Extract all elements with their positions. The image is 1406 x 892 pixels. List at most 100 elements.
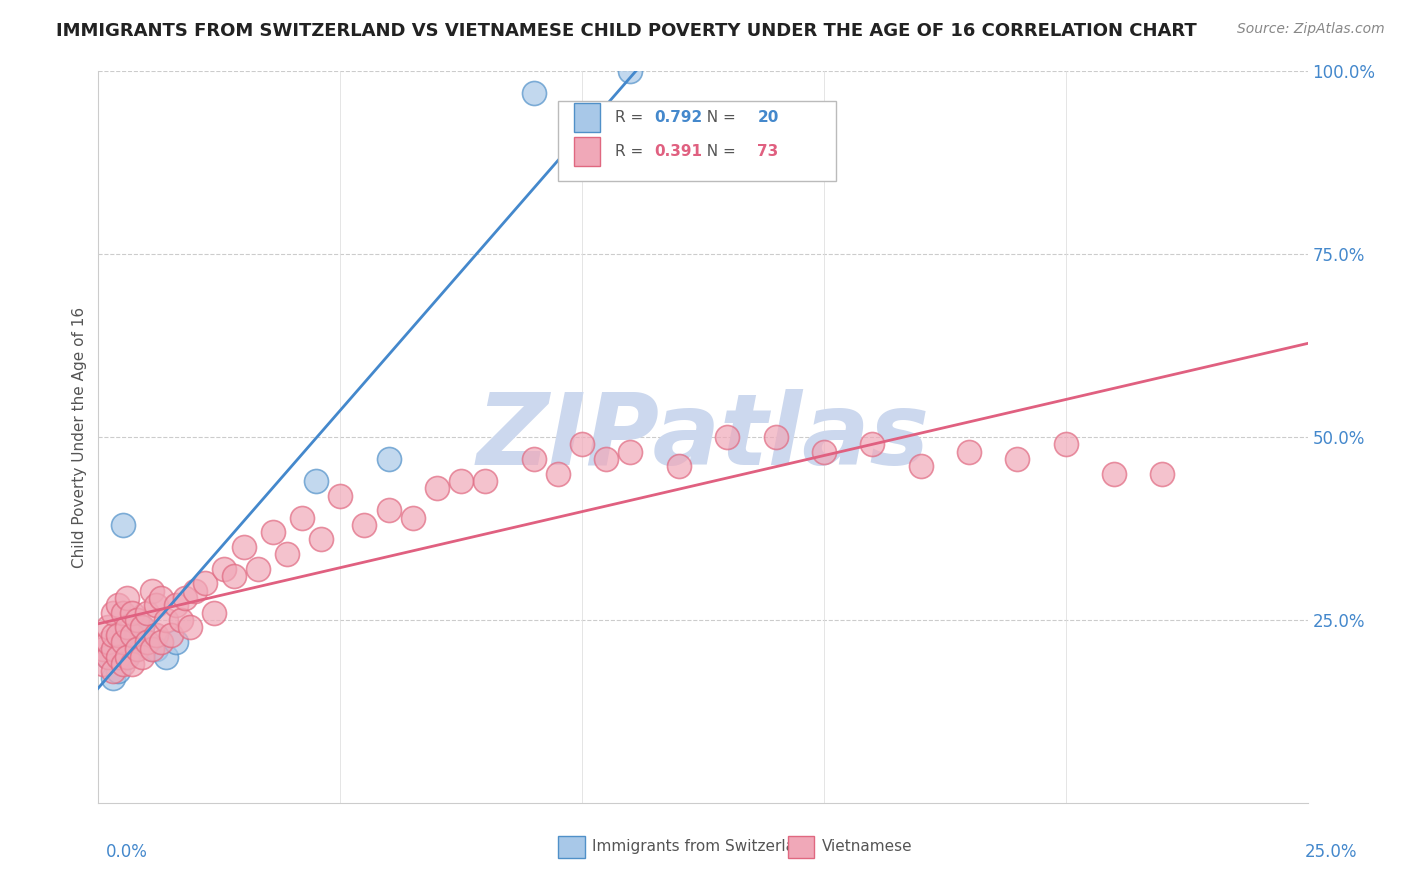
Point	[145, 627, 167, 641]
Point	[121, 627, 143, 641]
Point	[101, 672, 124, 686]
Point	[194, 576, 217, 591]
Point	[276, 547, 298, 561]
Point	[619, 444, 641, 458]
Point	[111, 649, 134, 664]
Point	[111, 517, 134, 532]
Point	[765, 430, 787, 444]
Point	[141, 642, 163, 657]
Point	[127, 642, 149, 657]
Point	[101, 627, 124, 641]
Point	[232, 540, 254, 554]
Point	[131, 649, 153, 664]
Point	[377, 452, 399, 467]
Point	[117, 591, 139, 605]
Point	[97, 635, 120, 649]
Point	[101, 642, 124, 657]
Point	[121, 606, 143, 620]
Point	[860, 437, 883, 451]
Text: Source: ZipAtlas.com: Source: ZipAtlas.com	[1237, 22, 1385, 37]
Point	[121, 657, 143, 671]
Point	[121, 642, 143, 657]
Text: R =: R =	[614, 110, 648, 125]
Point	[160, 627, 183, 641]
Point	[957, 444, 980, 458]
Point	[450, 474, 472, 488]
Point	[111, 606, 134, 620]
Point	[668, 459, 690, 474]
Point	[141, 583, 163, 598]
Point	[309, 533, 332, 547]
Point	[290, 510, 312, 524]
Point	[595, 452, 617, 467]
Point	[107, 649, 129, 664]
Point	[222, 569, 245, 583]
Point	[155, 613, 177, 627]
Text: IMMIGRANTS FROM SWITZERLAND VS VIETNAMESE CHILD POVERTY UNDER THE AGE OF 16 CORR: IMMIGRANTS FROM SWITZERLAND VS VIETNAMES…	[56, 22, 1197, 40]
Point	[97, 649, 120, 664]
Text: N =: N =	[697, 145, 741, 160]
Text: Immigrants from Switzerland: Immigrants from Switzerland	[592, 839, 814, 855]
Point	[131, 620, 153, 634]
Point	[135, 606, 157, 620]
Point	[247, 562, 270, 576]
Point	[111, 635, 134, 649]
Point	[145, 599, 167, 613]
Point	[184, 583, 207, 598]
Point	[523, 452, 546, 467]
Point	[107, 627, 129, 641]
Point	[117, 620, 139, 634]
Point	[426, 481, 449, 495]
Point	[101, 664, 124, 678]
Point	[107, 599, 129, 613]
Y-axis label: Child Poverty Under the Age of 16: Child Poverty Under the Age of 16	[72, 307, 87, 567]
Point	[91, 657, 114, 671]
Point	[111, 657, 134, 671]
Point	[523, 87, 546, 101]
FancyBboxPatch shape	[574, 137, 600, 167]
Point	[150, 591, 173, 605]
FancyBboxPatch shape	[574, 103, 600, 132]
Point	[212, 562, 235, 576]
Text: N =: N =	[697, 110, 741, 125]
Point	[127, 627, 149, 641]
Point	[716, 430, 738, 444]
Point	[135, 635, 157, 649]
Text: R =: R =	[614, 145, 648, 160]
Point	[547, 467, 569, 481]
Point	[262, 525, 284, 540]
Point	[305, 474, 328, 488]
Point	[131, 620, 153, 634]
Point	[165, 599, 187, 613]
Point	[474, 474, 496, 488]
Point	[1102, 467, 1125, 481]
Point	[135, 635, 157, 649]
Point	[174, 591, 197, 605]
Point	[117, 649, 139, 664]
Point	[1054, 437, 1077, 451]
Text: 0.792: 0.792	[655, 110, 703, 125]
Point	[107, 635, 129, 649]
Point	[571, 437, 593, 451]
Text: 0.391: 0.391	[655, 145, 703, 160]
Point	[353, 517, 375, 532]
Point	[329, 489, 352, 503]
Point	[97, 649, 120, 664]
Point	[910, 459, 932, 474]
Point	[155, 649, 177, 664]
Point	[813, 444, 835, 458]
Point	[101, 606, 124, 620]
Point	[97, 620, 120, 634]
Point	[1152, 467, 1174, 481]
Text: 20: 20	[758, 110, 779, 125]
Point	[204, 606, 226, 620]
Point	[91, 642, 114, 657]
Point	[169, 613, 191, 627]
Point	[150, 635, 173, 649]
Point	[107, 664, 129, 678]
Point	[117, 649, 139, 664]
Point	[402, 510, 425, 524]
FancyBboxPatch shape	[558, 836, 585, 858]
FancyBboxPatch shape	[558, 101, 837, 181]
Point	[127, 613, 149, 627]
